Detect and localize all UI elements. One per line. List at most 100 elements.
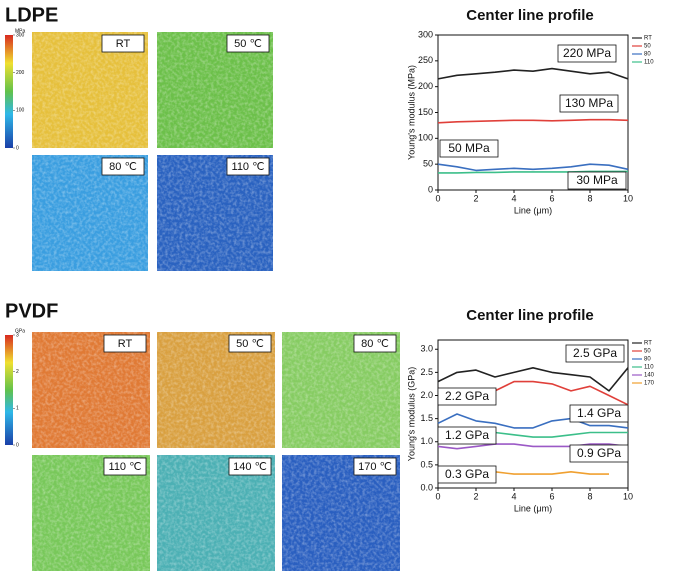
colorbar — [5, 335, 13, 445]
legend-label: 50 — [644, 349, 651, 355]
series-line — [437, 118, 629, 124]
panel-label: 140 ℃ — [233, 461, 267, 473]
series-line — [475, 471, 609, 475]
colorbar-tick-label: 1 — [16, 406, 19, 412]
colorbar — [5, 35, 13, 148]
x-tick-label: 2 — [473, 491, 478, 501]
annotation-box — [437, 465, 497, 484]
chart-title: Center line profile — [466, 307, 594, 324]
legend-label: 80 — [644, 52, 651, 58]
y-tick-label: 100 — [418, 133, 433, 143]
panel-title: LDPE — [5, 4, 58, 26]
x-axis-label: Line (μm) — [514, 503, 552, 513]
panel-label-box — [101, 157, 145, 176]
panel-label-box — [353, 457, 397, 476]
x-tick-label: 6 — [549, 193, 554, 203]
panel-label: 80 ℃ — [109, 161, 137, 173]
colorbar-tick-label: 0 — [16, 442, 19, 448]
annotation-box — [559, 94, 619, 113]
y-tick-label: 300 — [418, 29, 433, 39]
panel-label-box — [103, 457, 147, 476]
colorbar-tick-label: 200 — [16, 70, 25, 76]
x-tick-label: 2 — [473, 193, 478, 203]
panel-label-box — [228, 334, 272, 353]
y-tick-label: 0.0 — [420, 482, 433, 492]
panel-label: RT — [118, 338, 133, 350]
series-line — [437, 443, 629, 450]
panel-label: 110 ℃ — [109, 461, 142, 473]
panel-label-box — [228, 457, 272, 476]
series-line — [437, 413, 629, 429]
colorbar-tick-label: 300 — [16, 32, 25, 38]
annotation: 30 MPa — [576, 173, 618, 187]
annotation: 130 MPa — [565, 96, 613, 110]
annotation-box — [437, 426, 497, 445]
annotation-box — [565, 344, 625, 363]
y-axis-label: Young's modulus (GPa) — [406, 367, 416, 461]
annotation: 50 MPa — [448, 141, 490, 155]
y-tick-label: 3.0 — [420, 344, 433, 354]
legend-label: RT — [644, 341, 652, 347]
colorbar-label: MPa — [15, 28, 26, 34]
panel-label: RT — [116, 38, 131, 50]
y-tick-label: 150 — [418, 107, 433, 117]
y-tick-label: 1.0 — [420, 436, 433, 446]
colorbar-tick-label: 2 — [16, 369, 19, 375]
annotation-box — [439, 139, 499, 158]
annotation: 0.9 GPa — [577, 446, 621, 460]
legend-label: 110 — [644, 365, 654, 371]
legend-label: 50 — [644, 44, 651, 50]
legend-label: 110 — [644, 60, 654, 66]
legend-label: 80 — [644, 357, 651, 363]
annotation-box — [437, 387, 497, 406]
colorbar-tick-label: 0 — [16, 145, 19, 151]
annotation: 2.2 GPa — [445, 389, 489, 403]
x-tick-label: 10 — [623, 193, 633, 203]
annotation-box — [569, 404, 629, 423]
series-line — [437, 163, 629, 172]
annotation: 1.2 GPa — [445, 428, 489, 442]
panel-label: 170 ℃ — [358, 461, 392, 473]
y-tick-label: 250 — [418, 55, 433, 65]
x-tick-label: 8 — [587, 193, 592, 203]
x-tick-label: 8 — [587, 491, 592, 501]
y-tick-label: 1.5 — [420, 413, 433, 423]
legend-label: 140 — [644, 373, 655, 379]
y-tick-label: 2.0 — [420, 390, 433, 400]
y-axis-label: Young's modulus (MPa) — [406, 65, 416, 160]
panel-label-box — [101, 34, 145, 53]
annotation-box — [557, 44, 617, 63]
panel-label: 110 ℃ — [232, 161, 265, 173]
panel-label-box — [226, 157, 270, 176]
panel-label: 50 ℃ — [236, 338, 264, 350]
annotation: 0.3 GPa — [445, 467, 489, 481]
panel-title: PVDF — [5, 300, 58, 322]
y-tick-label: 50 — [423, 159, 433, 169]
panel-label-box — [226, 34, 270, 53]
annotation: 220 MPa — [563, 46, 611, 60]
x-tick-label: 4 — [511, 193, 516, 203]
annotation-box — [567, 171, 627, 190]
x-axis-label: Line (μm) — [514, 205, 552, 215]
colorbar-tick-label: 100 — [16, 108, 25, 114]
annotation-box — [569, 444, 629, 463]
panel-label: 50 ℃ — [234, 38, 262, 50]
x-tick-label: 0 — [435, 193, 440, 203]
chart-title: Center line profile — [466, 7, 594, 24]
y-tick-label: 2.5 — [420, 367, 433, 377]
x-tick-label: 0 — [435, 491, 440, 501]
panel-label-box — [353, 334, 397, 353]
y-tick-label: 0 — [428, 184, 433, 194]
panel-label: 80 ℃ — [361, 338, 389, 350]
series-line — [437, 367, 629, 392]
annotation: 1.4 GPa — [577, 406, 621, 420]
legend-label: 170 — [644, 381, 655, 387]
y-tick-label: 200 — [418, 81, 433, 91]
y-tick-label: 0.5 — [420, 459, 433, 469]
annotation: 2.5 GPa — [573, 346, 617, 360]
x-tick-label: 4 — [511, 491, 516, 501]
x-tick-label: 6 — [549, 491, 554, 501]
panel-label-box — [103, 334, 147, 353]
colorbar-label: GPa — [15, 328, 25, 334]
